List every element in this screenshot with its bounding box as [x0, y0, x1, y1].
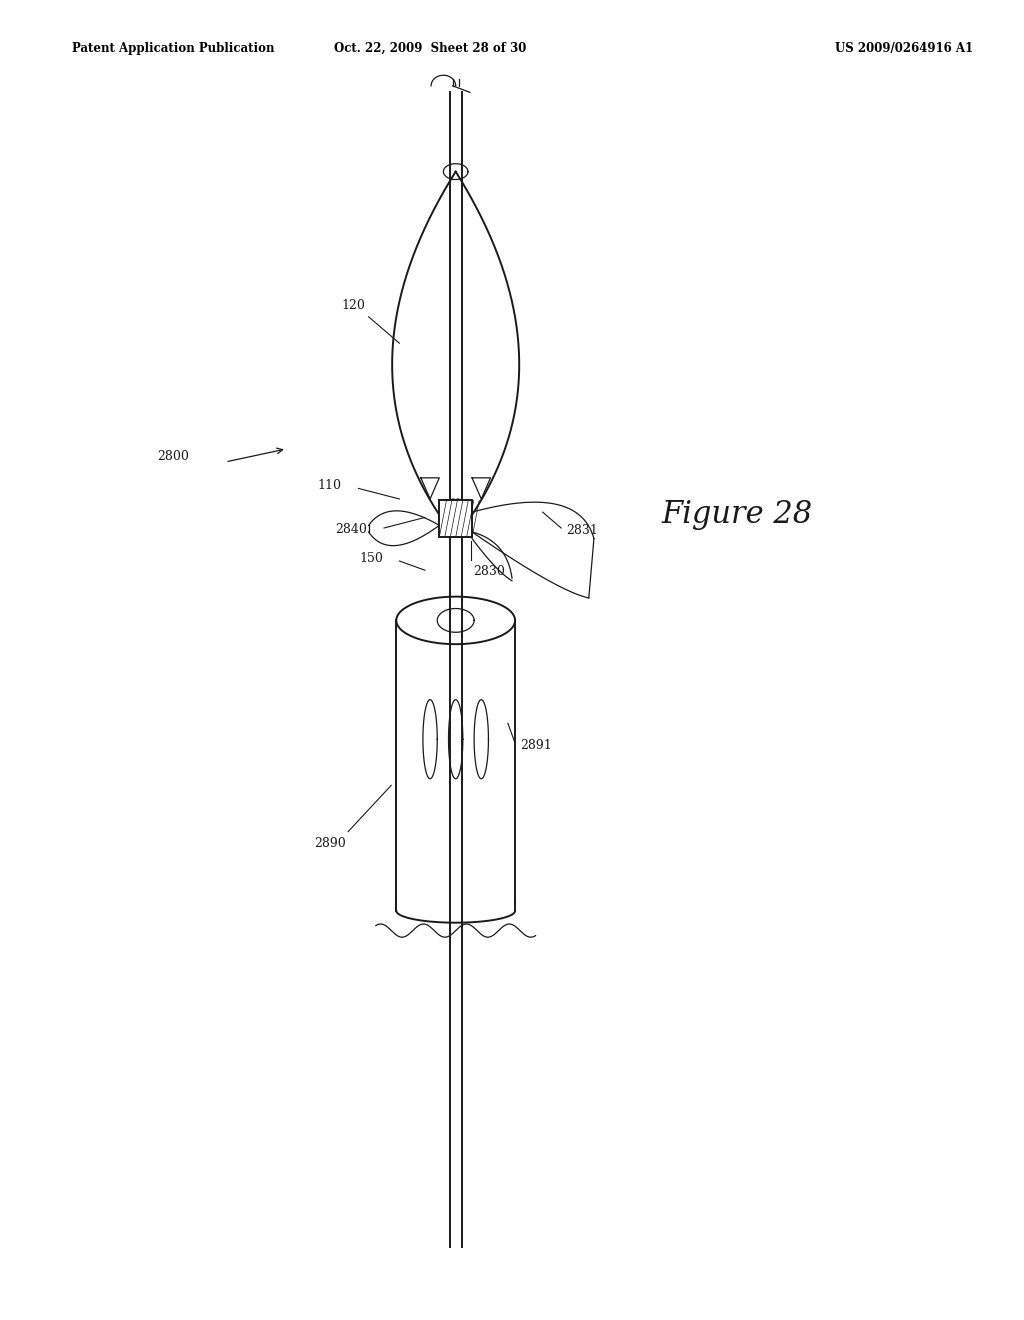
Text: Patent Application Publication: Patent Application Publication	[72, 42, 274, 55]
Text: US 2009/0264916 A1: US 2009/0264916 A1	[835, 42, 973, 55]
Text: Oct. 22, 2009  Sheet 28 of 30: Oct. 22, 2009 Sheet 28 of 30	[334, 42, 526, 55]
Text: 150: 150	[359, 552, 383, 565]
Text: 110: 110	[317, 479, 341, 492]
Text: 2890: 2890	[313, 837, 346, 850]
Text: 2891: 2891	[520, 739, 552, 752]
Text: 120: 120	[341, 298, 366, 312]
Text: 2840: 2840	[335, 523, 367, 536]
Text: 2800: 2800	[158, 450, 189, 463]
Text: 2830: 2830	[473, 565, 505, 578]
Bar	[439, 500, 472, 537]
Text: 2831: 2831	[566, 524, 598, 537]
Text: Figure 28: Figure 28	[662, 499, 813, 531]
